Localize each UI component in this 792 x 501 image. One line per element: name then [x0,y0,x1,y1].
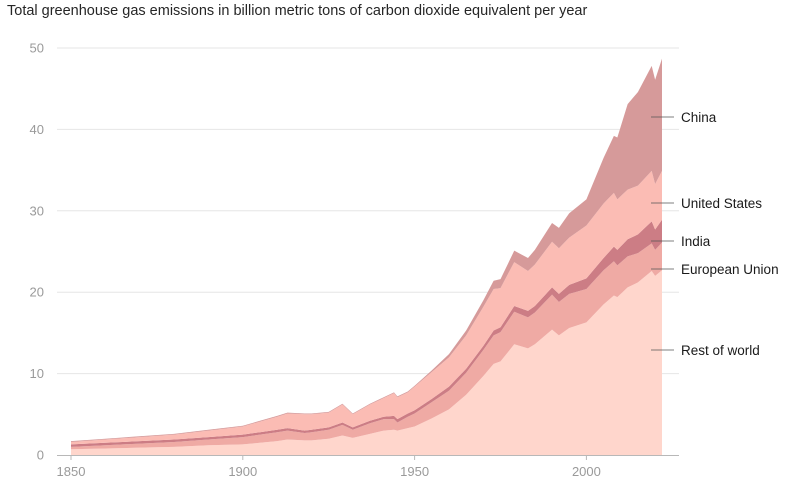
y-tick-label: 40 [30,122,44,137]
series-areas [71,58,662,455]
label-india: India [681,234,711,249]
y-tick-label: 20 [30,285,44,300]
y-tick-label: 30 [30,203,44,218]
y-tick-label: 50 [30,41,44,56]
x-tick-label: 2000 [572,464,601,479]
area-rest-of-world [71,270,662,455]
label-leaders [651,116,674,351]
y-tick-label: 0 [37,448,44,463]
y-tick-label: 10 [30,366,44,381]
x-tick-label: 1850 [57,464,86,479]
label-united-states: United States [681,196,762,211]
chart-title: Total greenhouse gas emissions in billio… [7,3,588,19]
x-axis: 1850 1900 1950 2000 [57,456,601,479]
label-china: China [681,110,717,125]
y-axis: 0 10 20 30 40 50 [30,41,44,463]
label-european-union: European Union [681,262,779,277]
series-labels: Rest of world European Union India United S… [681,110,779,358]
x-tick-label: 1900 [228,464,257,479]
area-china [71,58,662,442]
x-tick-label: 1950 [400,464,429,479]
label-rest-of-world: Rest of world [681,343,760,358]
